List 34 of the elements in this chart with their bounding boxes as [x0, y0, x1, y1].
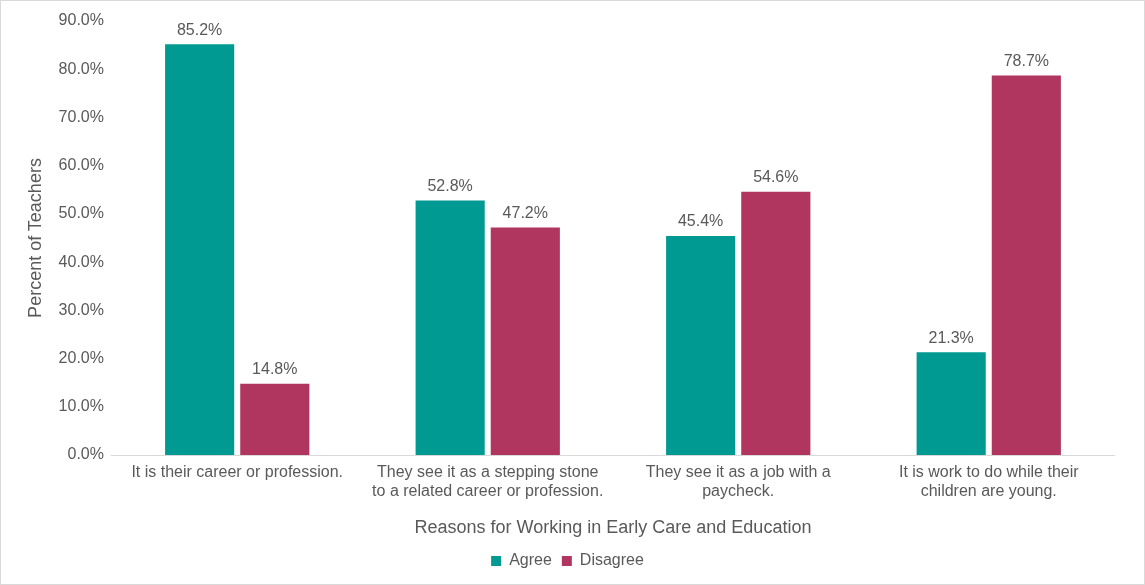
x-tick-label: It is their career or profession.	[131, 463, 344, 481]
bar	[240, 383, 310, 455]
data-label: 78.7%	[1003, 51, 1050, 69]
data-label: 14.8%	[252, 360, 298, 378]
data-label: 47.2%	[502, 203, 548, 221]
y-tick-label: 40.0%	[58, 252, 104, 270]
bar	[165, 44, 235, 455]
data-label: 52.8%	[427, 176, 473, 194]
y-axis-title: Percent of Teachers	[24, 158, 45, 318]
bar	[916, 352, 986, 455]
y-tick-label: 20.0%	[58, 348, 104, 366]
data-label: 21.3%	[928, 328, 974, 346]
bar	[415, 200, 485, 455]
bar	[490, 227, 560, 455]
y-tick-label: 80.0%	[58, 59, 104, 77]
y-tick-label: 0.0%	[67, 445, 104, 463]
y-tick-label: 90.0%	[58, 11, 104, 29]
bar	[741, 191, 811, 455]
data-label: 85.2%	[176, 20, 223, 38]
legend-label: Disagree	[579, 551, 644, 569]
bar	[991, 75, 1061, 455]
x-tick-label: They see it as a stepping stone to a related career or profession.	[372, 463, 604, 500]
y-tick-label: 60.0%	[58, 156, 104, 174]
data-label: 45.4%	[677, 212, 724, 230]
x-tick-label: It is work to do while their children are young.	[898, 463, 1080, 500]
x-tick-label: They see it as a job with a paycheck.	[645, 463, 831, 500]
y-tick-label: 70.0%	[58, 107, 104, 125]
x-axis-title: Reasons for Working in Early Care and Education	[414, 517, 812, 538]
y-tick-label: 30.0%	[58, 300, 104, 318]
data-label: 54.6%	[753, 168, 799, 186]
bar	[666, 236, 736, 455]
y-tick-label: 10.0%	[58, 397, 104, 415]
y-tick-label: 50.0%	[58, 204, 104, 222]
legend-label: Agree	[509, 551, 552, 569]
